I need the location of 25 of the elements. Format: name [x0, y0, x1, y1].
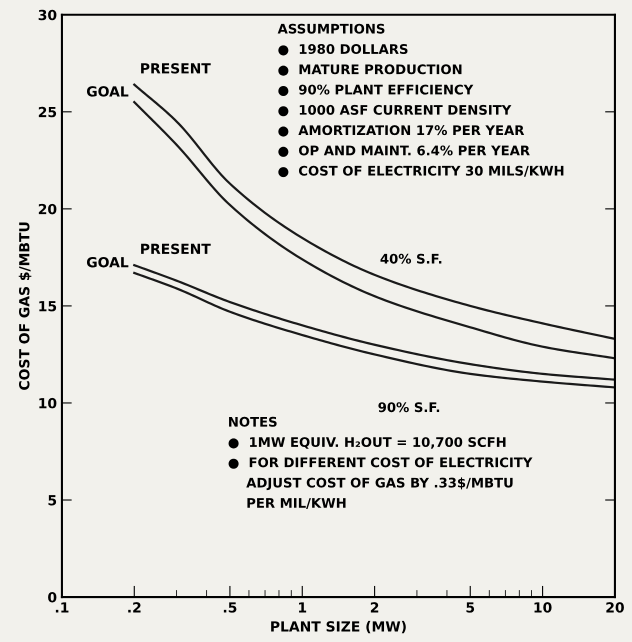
- series-label: GOAL: [86, 86, 128, 97]
- x-tick-label: 10: [534, 602, 552, 613]
- x-tick-label: 2: [370, 602, 378, 612]
- annotation: ASSUMPTIONS ● 1980 DOLLARS ● MATURE PRODUCTION ● 90% PLANT EFFICIENCY ● 1000 ASF CURRENT DENSITY ● AMORTIZATION 17% PER YEAR ● OP AND MAINT. 6.4% PER YEAR ● COST OF ELECTRICITY 30 MILS/KWH: [278, 24, 564, 178]
- annotation: 90% S.F.: [378, 402, 440, 412]
- x-axis-title: PLANT SIZE (MW): [271, 620, 406, 634]
- y-tick-label: 20: [38, 204, 56, 214]
- y-tick-label: 30: [38, 10, 56, 20]
- y-axis-title: COST OF GAS $/MBTU: [18, 222, 32, 390]
- x-tick-label: 1: [299, 602, 306, 612]
- x-tick-label: 5: [466, 602, 474, 613]
- x-tick-label: .2: [128, 602, 141, 612]
- y-tick-label: 10: [39, 398, 56, 408]
- series-label: PRESENT: [141, 244, 211, 254]
- y-tick-label: 15: [39, 301, 56, 312]
- y-tick-label: 0: [48, 592, 56, 603]
- annotation: NOTES ● 1MW EQUIV. H₂OUT = 10,700 SCFH ● FOR DIFFERENT COST OF ELECTRICITY ADJUST COST OF GAS BY .33$/MBTU PER MIL/KWH: [228, 416, 533, 509]
- annotation: 40% S.F.: [380, 254, 442, 264]
- x-tick-label: .5: [224, 602, 236, 613]
- x-tick-label: 20: [606, 602, 624, 613]
- x-tick-label: .1: [56, 602, 68, 612]
- y-tick-label: 25: [38, 106, 56, 118]
- series-label: GOAL: [86, 256, 128, 268]
- y-tick-label: 5: [48, 495, 56, 506]
- series-label: PRESENT: [141, 63, 211, 74]
